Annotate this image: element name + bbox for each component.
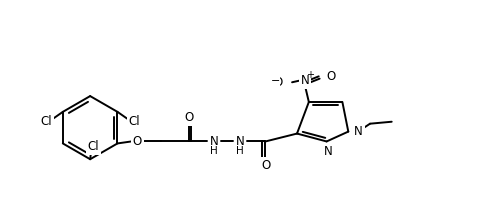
Text: Cl: Cl bbox=[128, 115, 140, 128]
Text: O: O bbox=[262, 159, 271, 172]
Text: N: N bbox=[236, 135, 244, 148]
Text: Cl: Cl bbox=[40, 115, 52, 128]
Text: H: H bbox=[236, 146, 244, 156]
Text: O: O bbox=[273, 76, 282, 89]
Text: N: N bbox=[301, 74, 309, 87]
Text: N: N bbox=[210, 135, 218, 148]
Text: Cl: Cl bbox=[87, 140, 99, 153]
Text: N: N bbox=[324, 145, 333, 158]
Text: +: + bbox=[306, 70, 314, 80]
Text: O: O bbox=[184, 111, 193, 124]
Text: H: H bbox=[210, 146, 218, 156]
Text: N: N bbox=[354, 125, 363, 138]
Text: −: − bbox=[271, 76, 280, 86]
Text: O: O bbox=[327, 70, 336, 83]
Text: O: O bbox=[132, 135, 142, 148]
